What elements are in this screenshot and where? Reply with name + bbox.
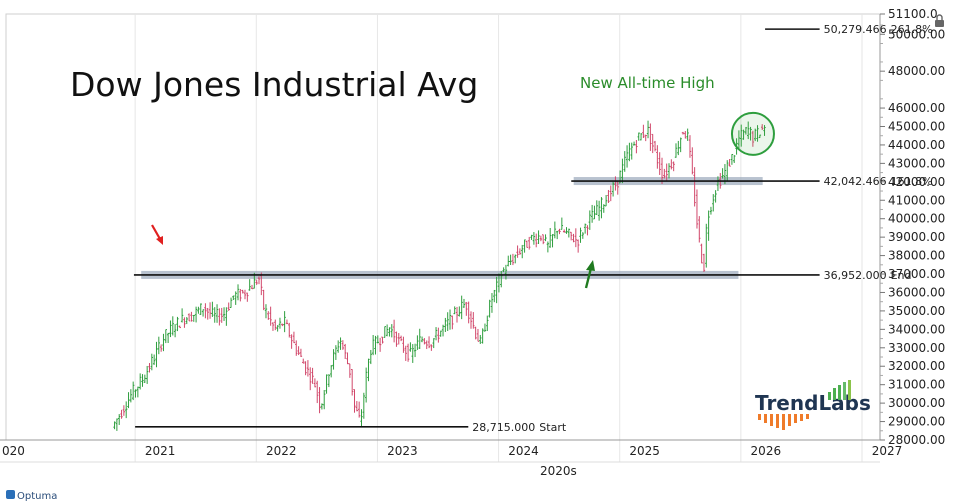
level-value: 42,042.466 <box>824 175 887 188</box>
x-tick-label: 020 <box>2 444 25 458</box>
y-tick-label: 37000.00 <box>888 267 945 281</box>
y-tick-label: 35000.00 <box>888 304 945 318</box>
y-axis: 51100.0 50000.00 48000.00 46000.00 45000.00 4… <box>879 7 945 447</box>
y-tick-label: 31000.00 <box>888 378 945 392</box>
x-tick-label: 2021 <box>145 444 176 458</box>
red-arrow-icon <box>151 224 163 245</box>
level-label: 161.8% <box>891 175 933 188</box>
trendlabs-logo: TrendLabs <box>755 380 871 430</box>
x-axis: 020 2021 2022 2023 2024 2025 2026 2027 2020s <box>0 439 903 478</box>
y-tick-label: 45000.00 <box>888 119 945 133</box>
svg-text:Optuma: Optuma <box>17 491 57 502</box>
x-tick-label: 2027 <box>872 444 903 458</box>
y-tick-label: 50000.00 <box>888 27 945 41</box>
y-tick-label: 33000.00 <box>888 341 945 355</box>
x-group-label: 2020s <box>540 464 577 478</box>
lock-icon <box>935 14 944 27</box>
new-high-annotation: New All-time High <box>580 74 715 92</box>
x-tick-label: 2022 <box>266 444 297 458</box>
level-label: Start <box>539 421 567 434</box>
level-value: 28,715.000 <box>472 421 535 434</box>
y-tick-label: 38000.00 <box>888 249 945 263</box>
y-tick-label: 39000.00 <box>888 230 945 244</box>
y-tick-label: 40000.00 <box>888 212 945 226</box>
y-tick-label: 42000.00 <box>888 175 945 189</box>
x-tick-label: 2023 <box>387 444 418 458</box>
y-tick-label: 44000.00 <box>888 138 945 152</box>
fib-levels: 50,279.466 261.8% 42,042.466 161.8% 36,952.0… <box>133 23 933 434</box>
level-label: 261.8% <box>891 23 933 36</box>
optuma-logo: Optuma <box>6 490 57 502</box>
y-tick-label: 28000.00 <box>888 433 945 447</box>
y-tick-label: 48000.00 <box>888 64 945 78</box>
y-tick-label: 41000.00 <box>888 193 945 207</box>
svg-text:TrendLabs: TrendLabs <box>755 391 871 415</box>
level-value: 36,952.000 <box>824 269 887 282</box>
price-candles <box>113 120 766 431</box>
y-tick-label: 36000.00 <box>888 285 945 299</box>
y-tick-label: 32000.00 <box>888 359 945 373</box>
y-tick-label: 30000.00 <box>888 396 945 410</box>
y-tick-label: 43000.00 <box>888 156 945 170</box>
level-value: 50,279.466 <box>824 23 887 36</box>
y-tick-label: 29000.00 <box>888 415 945 429</box>
level-label: End <box>891 269 912 282</box>
new-high-circle <box>730 111 775 156</box>
x-tick-label: 2024 <box>508 444 539 458</box>
y-tick-label: 51100.0 <box>888 7 938 21</box>
green-arrow-icon <box>584 260 595 289</box>
x-tick-label: 2025 <box>629 444 660 458</box>
chart-title: Dow Jones Industrial Avg <box>70 65 478 104</box>
y-tick-label: 46000.00 <box>888 101 945 115</box>
x-tick-label: 2026 <box>751 444 782 458</box>
y-tick-label: 34000.00 <box>888 322 945 336</box>
